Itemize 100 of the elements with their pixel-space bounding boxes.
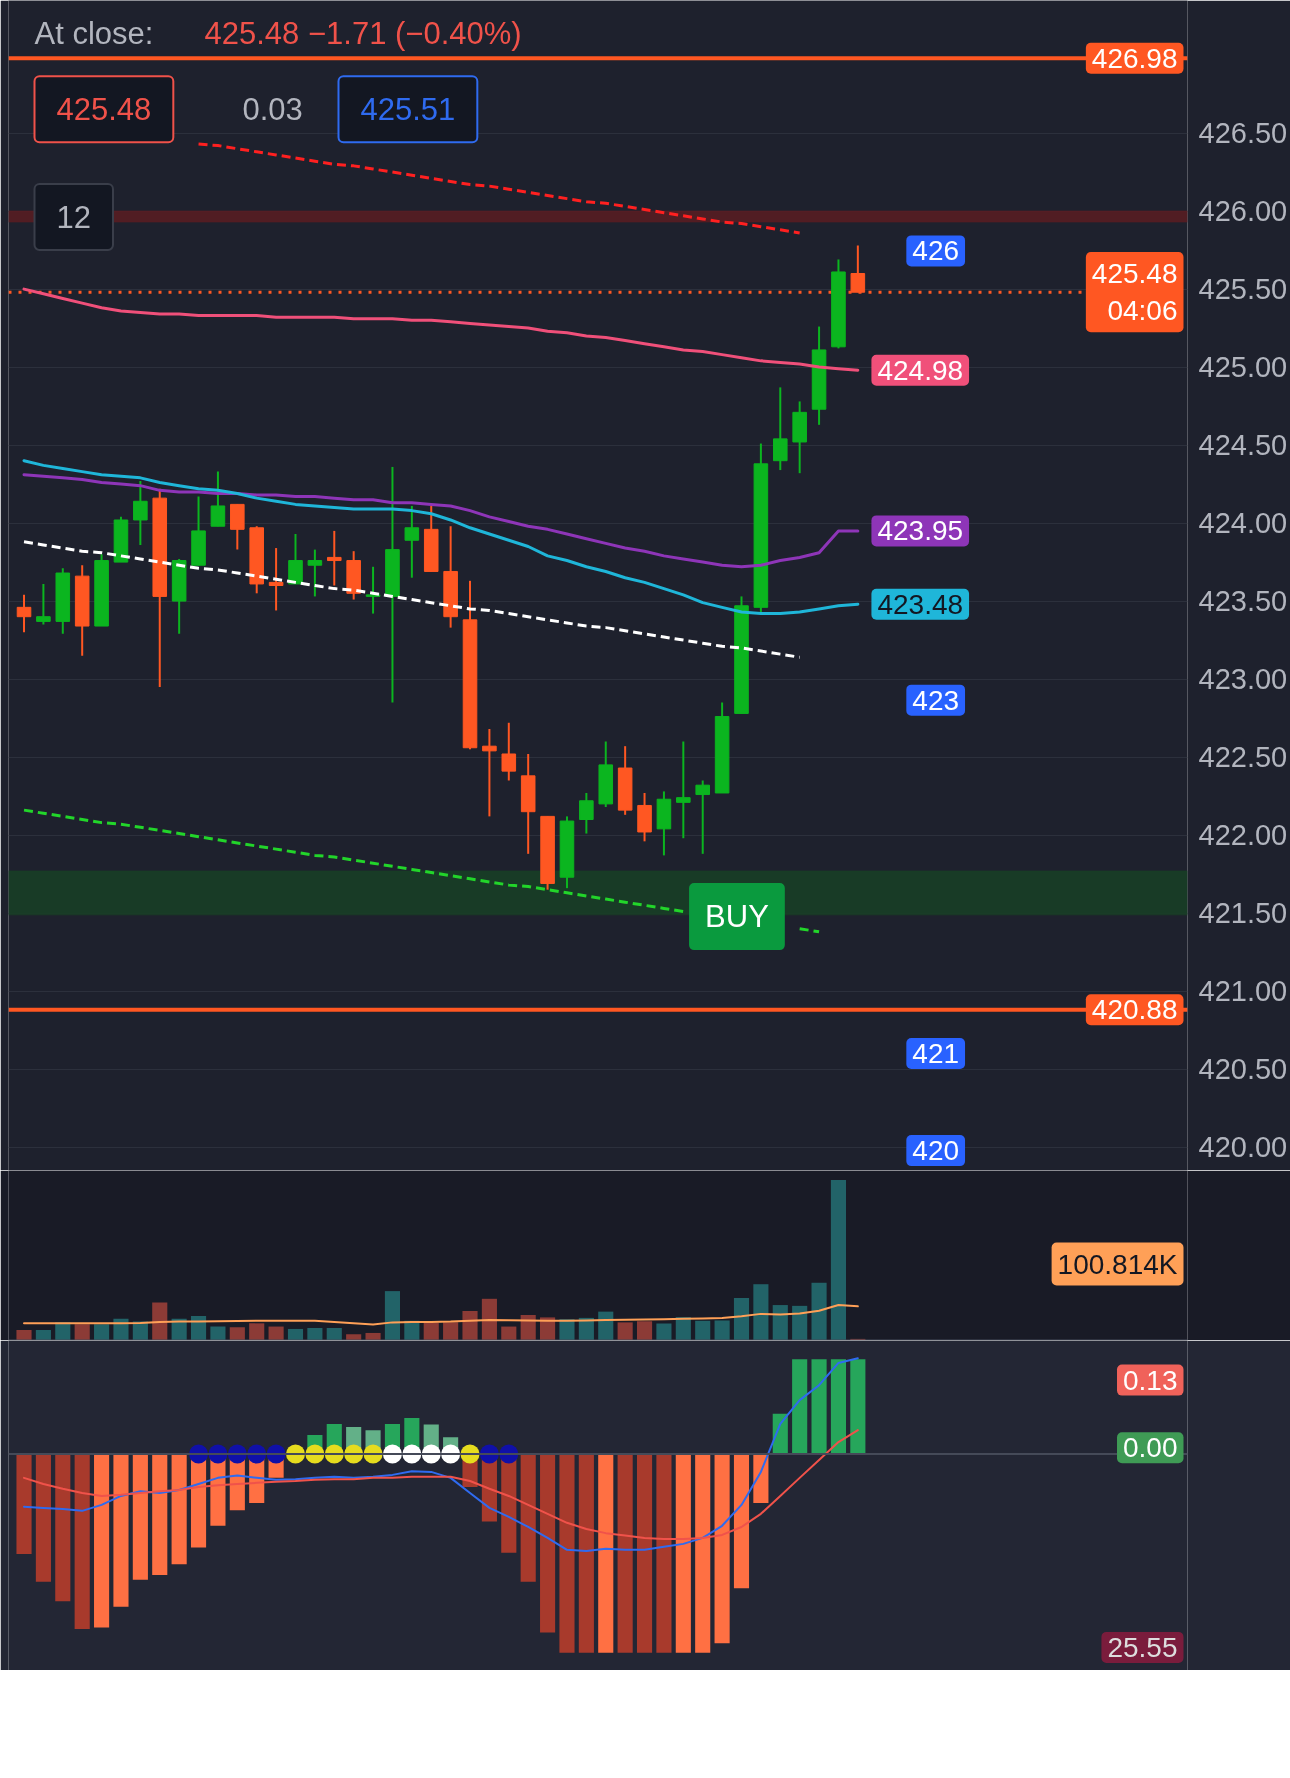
- bar: [346, 1334, 362, 1340]
- candlestick: [482, 728, 497, 818]
- bar: [598, 1454, 614, 1653]
- y-tick-label: 422.00: [1198, 819, 1288, 852]
- candlestick: [579, 791, 594, 835]
- bar: [113, 1318, 129, 1340]
- bar: [132, 1454, 148, 1580]
- candlestick: [695, 779, 710, 855]
- bar: [94, 1324, 110, 1340]
- line-series: [22, 540, 802, 659]
- annotation: 12: [56, 199, 91, 235]
- bar: [520, 1315, 536, 1340]
- y-tick-label: 424.00: [1198, 507, 1288, 540]
- bar: [617, 1322, 633, 1340]
- bar: [695, 1320, 711, 1340]
- y-tick-label: 420.00: [1198, 1131, 1288, 1164]
- annotation: At close:: [34, 15, 154, 51]
- annotation: 425.48 −1.71 (−0.40%): [204, 15, 522, 51]
- bar: [443, 1322, 459, 1340]
- line-series: [22, 287, 860, 372]
- y-tick-label: 426.00: [1198, 195, 1288, 228]
- bar: [811, 1282, 827, 1340]
- bar: [481, 1298, 497, 1340]
- bar: [287, 1328, 304, 1340]
- bar: [520, 1454, 536, 1582]
- candlestick: [268, 547, 284, 612]
- text: 0.13: [1123, 1364, 1178, 1396]
- y-tick-label: 423.50: [1198, 585, 1288, 618]
- bar: [540, 1454, 556, 1633]
- ref-line-label: 420.88: [1091, 994, 1178, 1026]
- bar: [462, 1310, 478, 1340]
- text: 0.00: [1123, 1432, 1178, 1464]
- bar: [753, 1284, 769, 1340]
- bar: [598, 1311, 614, 1340]
- bar: [830, 1359, 847, 1455]
- line-series: [197, 142, 802, 235]
- data-label: 423.95: [877, 515, 964, 547]
- bar: [94, 1454, 110, 1628]
- bar: [559, 1454, 575, 1653]
- candlestick: [676, 740, 691, 840]
- annotation: BUY: [705, 899, 769, 935]
- data-label: 423.48: [877, 588, 964, 620]
- bar: [695, 1454, 711, 1653]
- candlestick: [501, 721, 517, 782]
- bar: [501, 1326, 517, 1340]
- bar: [792, 1359, 808, 1455]
- bar: [578, 1317, 594, 1340]
- bar: [714, 1320, 730, 1340]
- bar: [229, 1327, 245, 1340]
- ref-line-label: 426.98: [1091, 42, 1178, 74]
- bar: [675, 1454, 691, 1653]
- candlestick: [404, 504, 420, 579]
- bar: [675, 1317, 691, 1340]
- bar: [249, 1323, 265, 1340]
- bar: [850, 1359, 866, 1455]
- bar: [636, 1321, 653, 1340]
- bar: [656, 1323, 672, 1340]
- bar: [617, 1454, 633, 1653]
- annotation: 425.48: [56, 92, 152, 128]
- bar: [74, 1324, 90, 1340]
- bar: [656, 1454, 672, 1653]
- y-tick-label: 421.50: [1198, 897, 1288, 930]
- data-label: 424.98: [877, 354, 964, 386]
- bar: [540, 1317, 556, 1340]
- y-tick-label: 421.00: [1198, 975, 1288, 1008]
- text: 25.55: [1107, 1631, 1178, 1663]
- text: 426: [912, 235, 960, 267]
- candlestick: [16, 593, 32, 634]
- bar: [733, 1454, 750, 1589]
- bar: [307, 1327, 323, 1340]
- bar: [811, 1359, 827, 1455]
- candlestick: [133, 479, 148, 546]
- line-series: [22, 473, 860, 569]
- y-tick-label: 425.00: [1198, 351, 1288, 384]
- bar: [792, 1305, 808, 1340]
- text: 420: [912, 1135, 960, 1167]
- bar: [326, 1327, 342, 1340]
- bar: [35, 1330, 51, 1340]
- bar: [35, 1454, 51, 1582]
- bar: [365, 1332, 381, 1340]
- bar: [733, 1298, 750, 1340]
- y-tick-label: 425.50: [1198, 273, 1288, 306]
- bar: [384, 1291, 401, 1340]
- bar: [152, 1454, 168, 1575]
- ref-line-label: 425.48 04:06: [1091, 258, 1178, 327]
- y-tick-label: 420.50: [1198, 1053, 1288, 1086]
- text: 423: [912, 684, 960, 716]
- bar: [772, 1305, 788, 1340]
- bar: [190, 1315, 207, 1340]
- y-tick-label: 422.50: [1198, 741, 1288, 774]
- candlestick: [307, 548, 323, 598]
- bar: [113, 1454, 129, 1607]
- bar: [210, 1326, 226, 1340]
- y-tick-label: 423.00: [1198, 663, 1288, 696]
- annotation: 0.03: [242, 92, 303, 128]
- bar: [152, 1302, 168, 1340]
- text: 100.814K: [1057, 1248, 1178, 1280]
- bar: [578, 1454, 594, 1653]
- candlestick: [210, 470, 226, 528]
- text: 421: [912, 1038, 960, 1069]
